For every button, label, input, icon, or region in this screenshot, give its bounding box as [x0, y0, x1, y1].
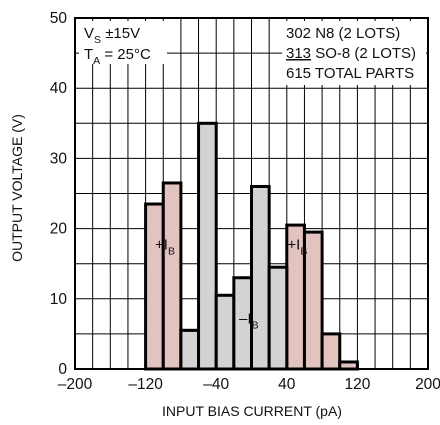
annotation-count: 302	[286, 25, 311, 42]
bar-negative-bias	[214, 293, 236, 371]
annotation-right-line: 615 TOTAL PARTS	[286, 65, 414, 82]
annotation-subscript: S	[94, 34, 101, 46]
bar-positive-bias	[144, 202, 165, 371]
y-tick-label: 40	[50, 80, 68, 97]
annotation-right-line: 302 N8 (2 LOTS)	[286, 25, 400, 42]
bar-negative-bias	[179, 328, 201, 371]
histogram-bars	[144, 121, 359, 371]
bar-negative-bias	[267, 265, 289, 371]
y-tick-label: 10	[50, 291, 68, 308]
annotation-subscript: A	[93, 55, 100, 67]
y-tick-label: 30	[50, 150, 68, 167]
bar-positive-bias	[320, 332, 342, 371]
y-axis-title: OUTPUT VOLTAGE (V)	[9, 114, 25, 262]
bar-label-subscript: B	[300, 246, 307, 258]
annotation-right-line: 313 SO-8 (2 LOTS)	[286, 45, 416, 62]
annotation-left-line: VS ±15V	[84, 25, 140, 46]
annotation-count: 615	[286, 65, 311, 82]
bar-label: +IB	[155, 237, 175, 258]
x-tick-label: –40	[203, 376, 229, 393]
y-tick-label: 20	[50, 221, 68, 238]
bar-positive-bias	[338, 360, 359, 371]
bar-label-subscript: B	[168, 246, 175, 258]
plot-border	[74, 17, 429, 370]
y-tick-label: 0	[58, 361, 67, 378]
x-tick-label: 120	[344, 376, 370, 393]
bar-label: –IB	[239, 310, 259, 331]
bar-negative-bias	[197, 121, 218, 371]
annotation-text: N8 (2 LOTS)	[311, 25, 400, 42]
x-axis-title: INPUT BIAS CURRENT (pA)	[162, 403, 342, 419]
annotation-count: 313	[286, 45, 311, 62]
plot-frame	[74, 17, 429, 370]
bar-negative-bias	[250, 184, 271, 371]
bar-label-subscript: B	[252, 319, 259, 331]
annotation-value: ±15V	[101, 25, 140, 42]
annotation-symbol: V	[84, 25, 94, 42]
bar-label-main: +I	[155, 237, 168, 254]
annotation-right-bg	[282, 21, 426, 85]
bar-label: +IB	[287, 237, 307, 258]
annotation-text: TOTAL PARTS	[311, 65, 414, 82]
annotation-value: = 25°C	[100, 46, 151, 63]
x-tick-label: 40	[278, 376, 296, 393]
bar-label-main: +I	[287, 237, 300, 254]
x-tick-label: –200	[58, 376, 93, 393]
annotation-symbol: T	[84, 46, 93, 63]
bar-labels: +IB–IB+IB	[155, 237, 307, 332]
annotation-text: SO-8 (2 LOTS)	[311, 45, 416, 62]
x-tick-label: –120	[128, 376, 163, 393]
bar-label-main: –I	[239, 310, 252, 327]
annotation-left-bg	[79, 21, 167, 64]
annotation-left-line: TA = 25°C	[84, 46, 151, 67]
y-tick-label: 50	[50, 10, 68, 27]
x-tick-label: 200	[415, 376, 440, 393]
tick-labels: –200 –120 –40 40 120 200 0 10 20 30 40 50	[50, 10, 440, 393]
bar-positive-bias	[161, 181, 183, 371]
